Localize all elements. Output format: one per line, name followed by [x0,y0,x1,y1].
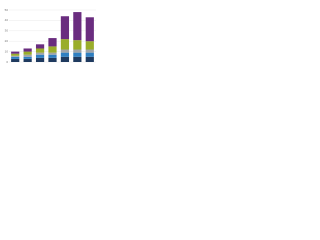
bar-segment [23,48,32,52]
y-tick-label: 40 [5,18,9,22]
bar-segment [11,55,20,57]
bar-segment [11,56,20,59]
bar-segment [48,46,57,53]
bar-segment [23,56,32,59]
bar-segment [60,49,70,53]
y-tick-label: 20 [5,39,9,43]
bar-segment [60,52,70,57]
bar-segment [73,52,82,57]
y-tick-label: 30 [5,29,9,33]
bar-segment [60,39,70,50]
bar-segment [85,56,94,62]
bar-segment [85,49,94,53]
bar-segment [85,17,94,42]
bar-segment [48,38,57,47]
bar-segment [73,40,82,50]
bar-segment [48,57,57,62]
bar-segment [23,58,32,62]
bar-segment [23,51,32,55]
bar-segment [60,16,70,40]
bar-segment [11,58,20,62]
bar-segment [35,44,45,49]
bar-segment [23,54,32,57]
bar-segment [35,52,45,55]
y-tick-label: 50 [5,8,9,12]
bar-segment [73,56,82,62]
bar-segment [48,54,57,58]
bar-segment [73,12,82,41]
bar-segment [35,57,45,62]
bar-segment [35,54,45,58]
chart: 0 10 20 30 40 50 [5,8,96,64]
bar-segment [48,52,57,55]
bar-segment [60,56,70,62]
bar-segment [11,51,20,54]
bar-segment [35,48,45,53]
bar-segment [85,52,94,57]
bar-segment [85,41,94,50]
bar-segment [73,49,82,53]
y-tick-label: 10 [5,49,9,53]
bar-segment [11,53,20,56]
y-tick-label: 0 [6,60,8,64]
